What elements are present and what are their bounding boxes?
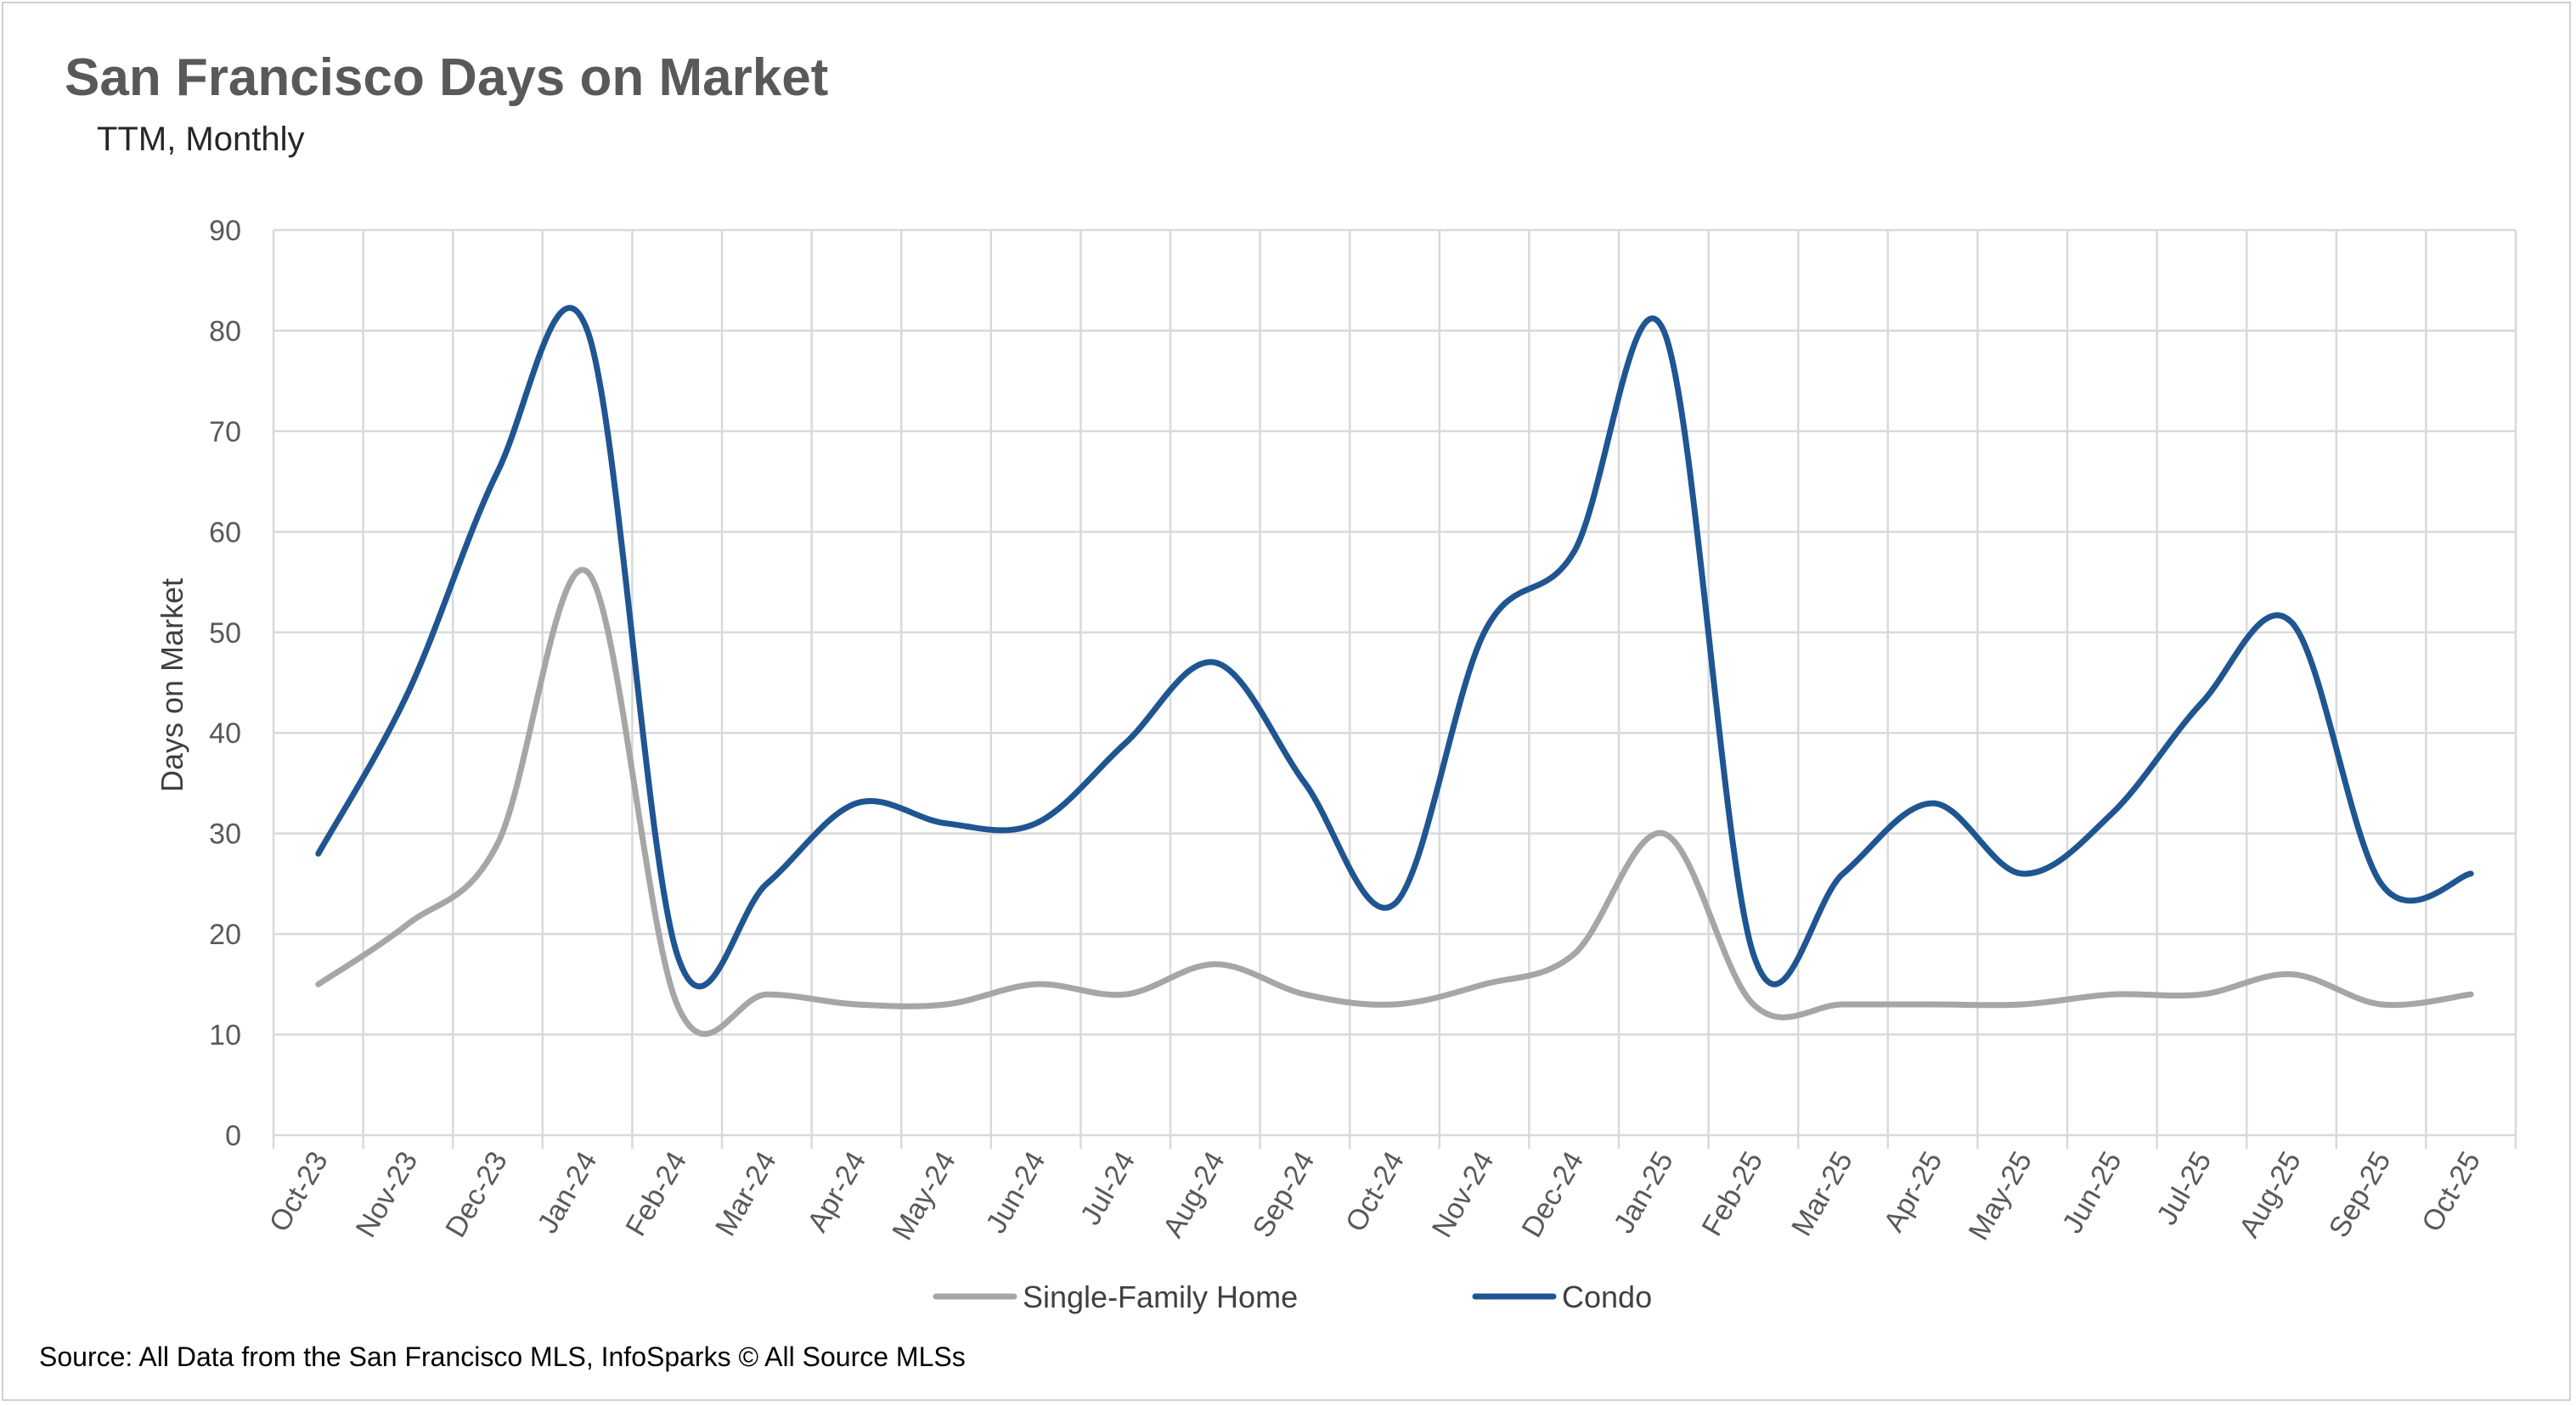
x-tick-label: Aug-25 (2233, 1146, 2308, 1243)
series-line-condo (315, 305, 2474, 990)
x-tick-label: Jan-24 (532, 1146, 604, 1239)
y-axis-ticks: 0 10 20 30 40 50 60 70 80 90 (209, 215, 241, 1152)
x-tick-label: Jun-25 (2056, 1146, 2128, 1239)
x-tick-label: Jul-24 (1074, 1146, 1141, 1230)
series-lines (315, 305, 2474, 1038)
y-tick-label: 50 (209, 617, 241, 650)
y-tick-label: 70 (209, 416, 241, 448)
y-tick-label: 60 (209, 516, 241, 548)
legend: Single-Family Home Condo (933, 1279, 1652, 1314)
x-tick-label: Oct-23 (263, 1146, 335, 1237)
x-tick-label: Oct-24 (1339, 1146, 1411, 1237)
y-axis-label: Days on Market (155, 578, 189, 792)
x-tick-label: Jul-25 (2150, 1146, 2218, 1230)
x-tick-label: Feb-25 (1696, 1146, 1770, 1241)
y-tick-label: 30 (209, 818, 241, 851)
series-line-single-family-home (315, 566, 2474, 1038)
y-tick-label: 10 (209, 1020, 241, 1052)
chart-subtitle: TTM, Monthly (97, 121, 305, 158)
x-tick-label: Apr-24 (801, 1146, 872, 1237)
x-tick-label: Nov-24 (1426, 1146, 1501, 1243)
x-axis-ticks: Oct-23 Nov-23 Dec-23 Jan-24 Feb-24 Mar-24 Apr-… (263, 1146, 2487, 1246)
legend-label-condo: Condo (1562, 1279, 1652, 1314)
x-tick-label: Jun-24 (980, 1146, 1052, 1239)
y-tick-label: 40 (209, 717, 241, 750)
x-tick-label: Apr-25 (1878, 1146, 1949, 1237)
x-tick-label: Oct-25 (2415, 1146, 2487, 1237)
x-tick-label: Mar-25 (1785, 1146, 1859, 1241)
x-tick-label: Jan-25 (1608, 1146, 1680, 1239)
x-tick-label: May-24 (886, 1146, 962, 1246)
x-tick-label: Aug-24 (1157, 1146, 1232, 1243)
x-tick-label: May-25 (1963, 1146, 2039, 1246)
y-tick-label: 80 (209, 315, 241, 347)
x-tick-label: Dec-24 (1515, 1146, 1590, 1243)
x-tick-label: Sep-25 (2323, 1146, 2398, 1243)
y-tick-label: 20 (209, 919, 241, 951)
grid-lines (272, 228, 2517, 1149)
chart-title: San Francisco Days on Market (65, 48, 829, 107)
x-tick-label: Dec-23 (439, 1146, 514, 1243)
y-tick-label: 0 (225, 1120, 241, 1152)
x-tick-label: Feb-24 (619, 1146, 693, 1241)
y-tick-label: 90 (209, 215, 241, 247)
x-tick-label: Sep-24 (1247, 1146, 1322, 1243)
x-tick-label: Nov-23 (350, 1146, 425, 1243)
x-tick-label: Mar-24 (709, 1146, 783, 1241)
source-note: Source: All Data from the San Francisco … (39, 1341, 966, 1372)
legend-label-single-family-home: Single-Family Home (1023, 1279, 1298, 1314)
